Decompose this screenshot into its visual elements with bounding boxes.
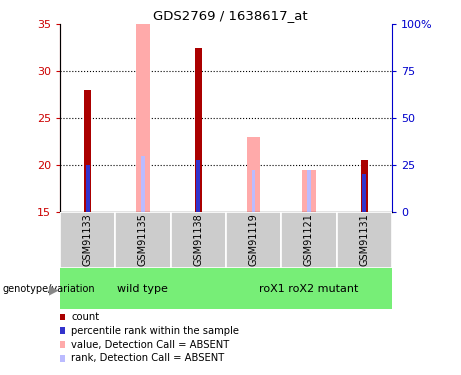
Text: genotype/variation: genotype/variation [2,285,95,294]
Bar [86,165,89,212]
Text: GSM91133: GSM91133 [83,214,93,266]
Bar [337,212,392,268]
Text: count: count [71,312,100,322]
Bar [226,212,281,268]
Text: value, Detection Call = ABSENT: value, Detection Call = ABSENT [71,340,230,350]
Bar [281,212,337,268]
Bar [60,268,226,309]
Bar [171,212,226,268]
Text: GDS2769 / 1638617_at: GDS2769 / 1638617_at [153,9,308,22]
Bar [361,160,367,212]
Bar [247,137,260,212]
Bar [302,170,316,212]
Bar [60,212,115,268]
Bar [115,212,171,268]
Bar [84,90,91,212]
Text: wild type: wild type [118,284,168,294]
Text: roX1 roX2 mutant: roX1 roX2 mutant [259,284,359,294]
Bar [307,170,311,212]
Text: ▶: ▶ [49,283,59,296]
Bar [141,156,145,212]
Bar [226,268,392,309]
Bar [196,160,200,212]
Bar [136,24,150,212]
Bar [252,170,255,212]
Bar [362,174,366,212]
Text: rank, Detection Call = ABSENT: rank, Detection Call = ABSENT [71,354,225,363]
Text: GSM91121: GSM91121 [304,214,314,267]
Text: GSM91135: GSM91135 [138,214,148,267]
Text: GSM91119: GSM91119 [248,214,259,266]
Bar [195,48,201,212]
Text: GSM91131: GSM91131 [359,214,369,266]
Text: GSM91138: GSM91138 [193,214,203,266]
Text: percentile rank within the sample: percentile rank within the sample [71,326,239,336]
